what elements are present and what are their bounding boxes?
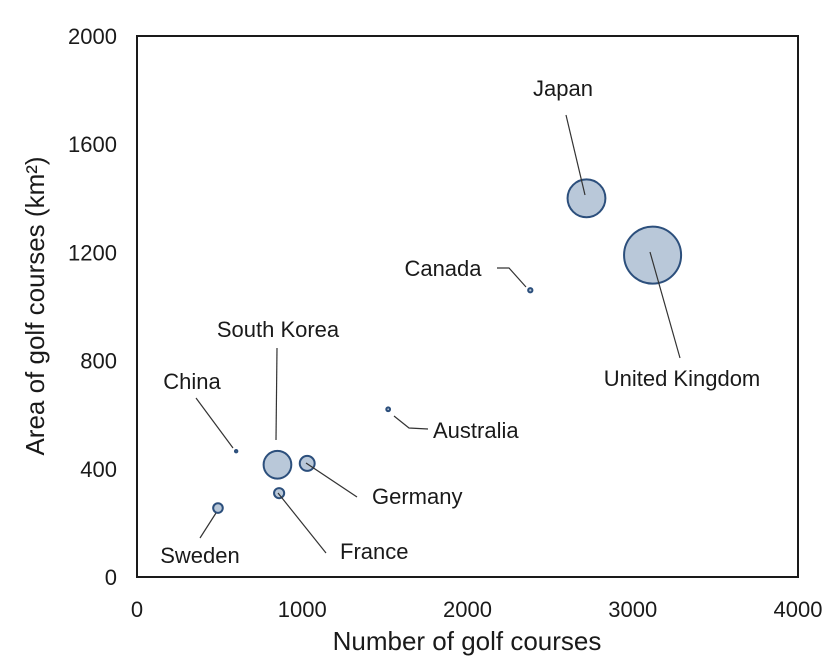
plot-frame [136, 35, 799, 578]
leader-line [497, 267, 527, 288]
bubble-australia [385, 406, 392, 413]
leader-line [393, 415, 429, 430]
y-tick-label: 0 [105, 565, 117, 590]
leader-line [195, 397, 234, 449]
bubble-label-layer: South Korea China Sweden Germany France Austr… [160, 76, 760, 568]
x-tick-label: 2000 [443, 597, 492, 622]
y-tick-label: 2000 [68, 24, 117, 49]
bubble-layer [212, 178, 683, 514]
bubble-label: United Kingdom [604, 366, 761, 391]
bubble-label: Sweden [160, 543, 240, 568]
leader-line [199, 512, 217, 539]
bubble-south-korea [262, 449, 293, 480]
bubble-label: Australia [433, 418, 519, 443]
x-axis-ticks: 0 1000 2000 3000 4000 [131, 597, 823, 622]
y-tick-label: 1200 [68, 240, 117, 265]
bubble-label: Japan [533, 76, 593, 101]
bubble-label: Canada [404, 256, 482, 281]
bubble-label: France [340, 539, 408, 564]
bubble-japan [566, 178, 607, 219]
leader-line [277, 492, 327, 554]
y-axis-ticks: 0 400 800 1200 1600 2000 [68, 24, 117, 590]
leader-line [649, 251, 681, 359]
leader-line [565, 114, 586, 196]
x-tick-label: 3000 [608, 597, 657, 622]
bubble-china [233, 449, 239, 454]
x-tick-label: 0 [131, 597, 143, 622]
x-axis-title: Number of golf courses [333, 626, 602, 656]
y-axis-title: Area of golf courses (km²) [20, 156, 50, 455]
leader-line [275, 347, 278, 441]
bubble-united-kingdom [623, 225, 683, 285]
x-tick-label: 1000 [278, 597, 327, 622]
y-tick-label: 800 [80, 349, 117, 374]
bubble-france [273, 487, 286, 500]
bubble-canada [527, 287, 534, 294]
bubble-label: China [163, 369, 221, 394]
bubble-sweden [212, 502, 224, 514]
y-tick-label: 1600 [68, 132, 117, 157]
y-tick-label: 400 [80, 457, 117, 482]
leader-line [305, 462, 358, 498]
x-tick-label: 4000 [774, 597, 823, 622]
bubble-label: Germany [372, 484, 462, 509]
leader-line-layer [195, 114, 681, 554]
bubble-label: South Korea [217, 317, 340, 342]
